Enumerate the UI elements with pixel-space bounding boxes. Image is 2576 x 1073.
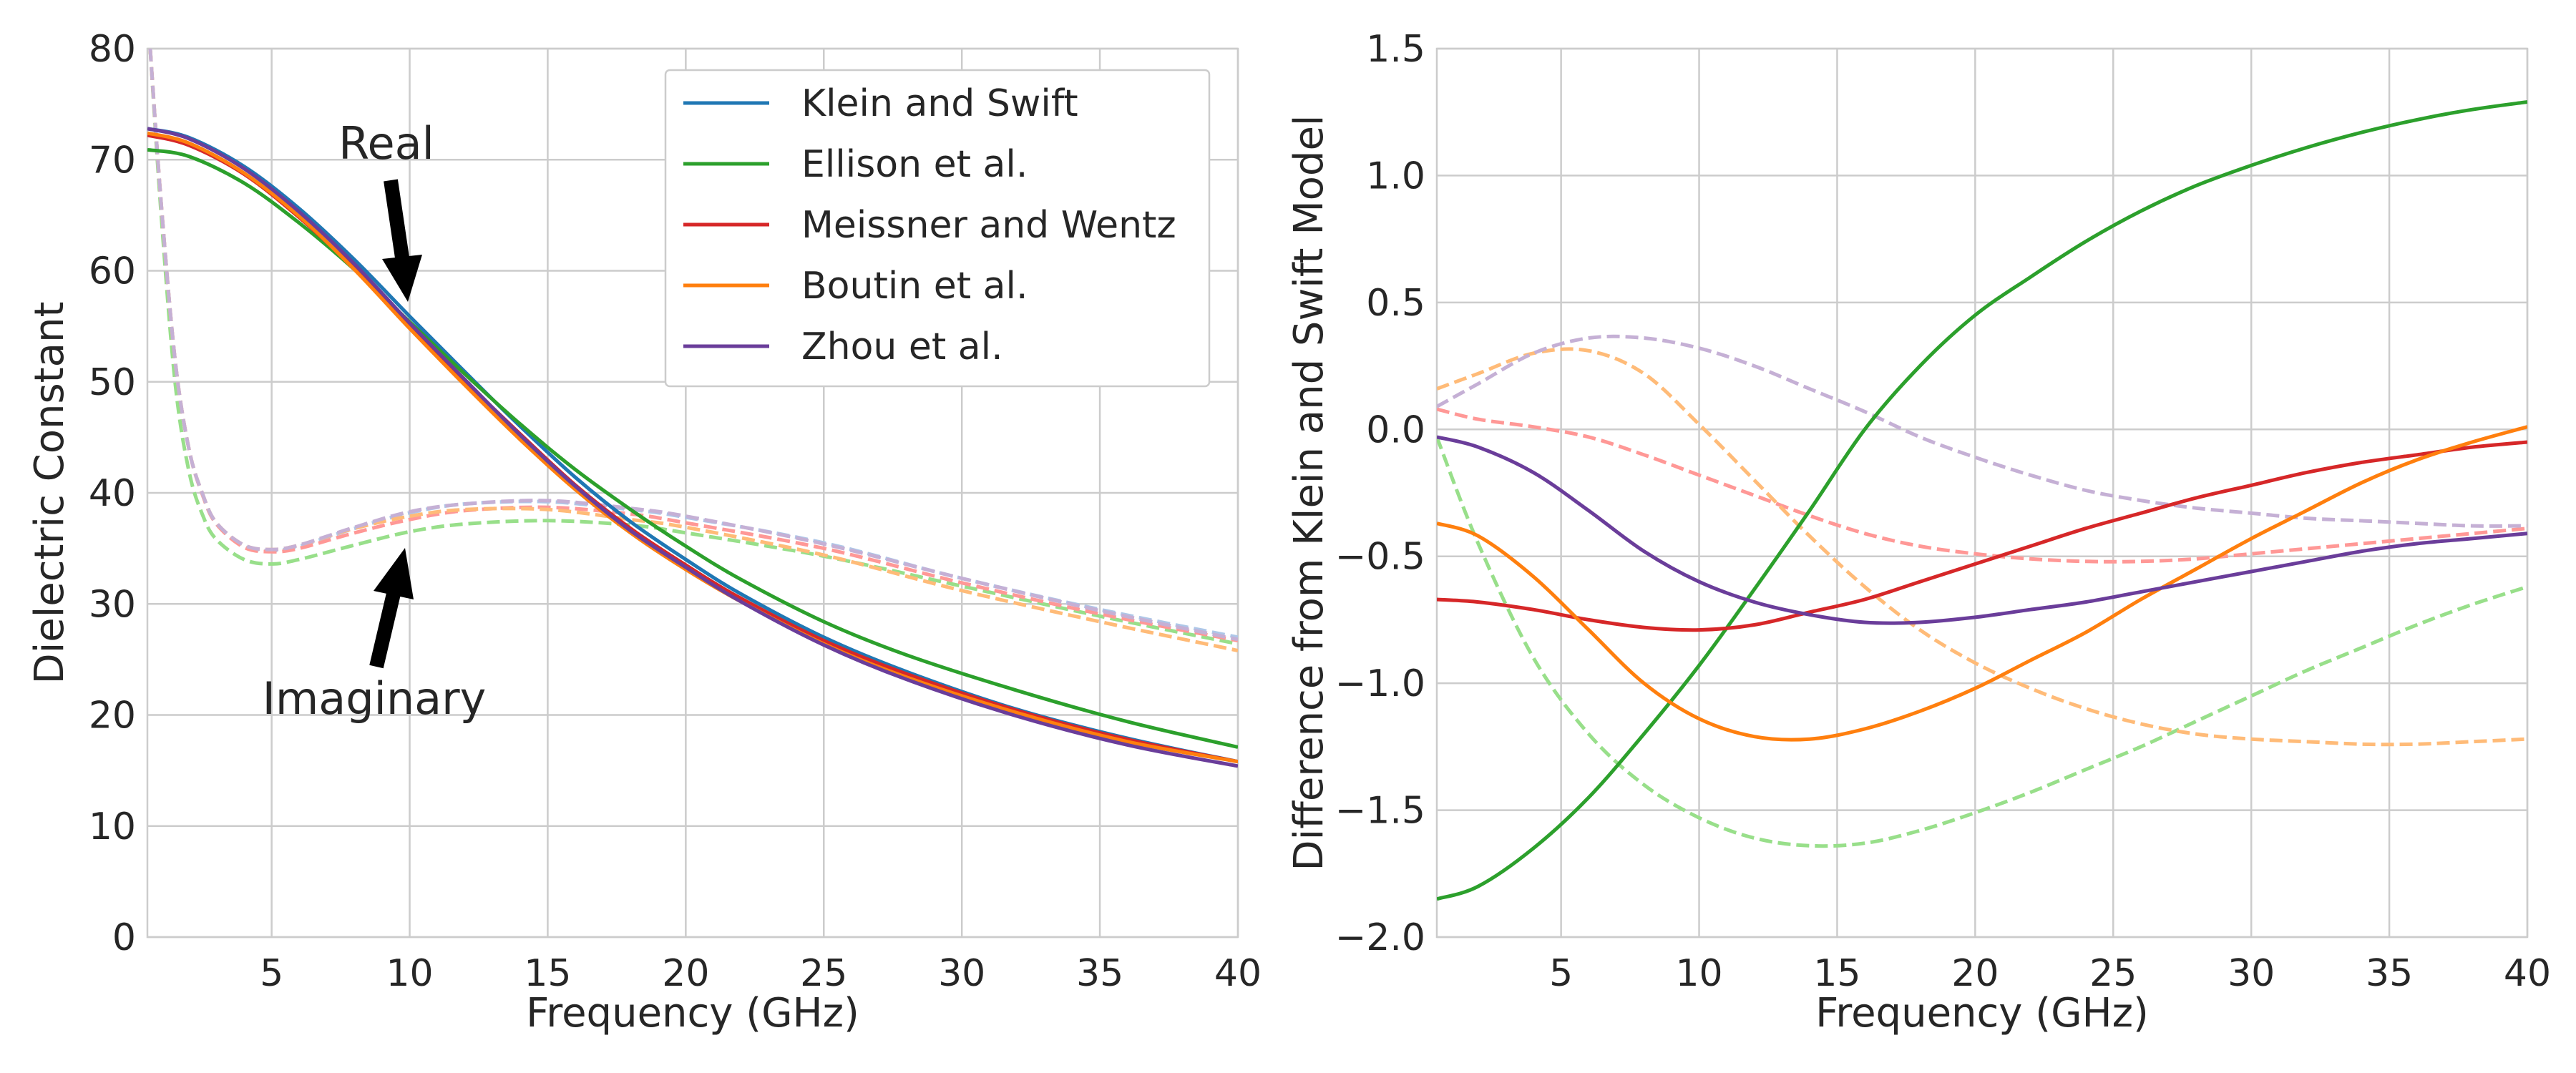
left-y-tick-label: 80 [89,28,136,71]
right-x-tick-labels: 5 10 15 20 25 30 35 40 [1549,952,2551,995]
right-series-boutin-et-al-real [1437,425,2527,742]
left-x-axis-label: Frequency (GHz) [526,990,859,1037]
left-x-tick-label: 5 [260,952,283,995]
left-x-tick-label: 35 [1076,952,1123,995]
svg-text:Meissner and Wentz: Meissner and Wentz [801,204,1176,247]
left-y-axis-label: Dielectric Constant [26,302,73,685]
right-series-meissner-and-wentz-real [1437,440,2527,632]
left-y-tick-label: 60 [89,250,136,293]
annotation-arrow-imaginary [369,548,414,669]
right-series-ellison-et-al-real [1437,100,2527,901]
annotation-imaginary: Imaginary [263,672,487,725]
legend-box [664,69,1211,388]
right-x-tick-label: 25 [2089,952,2137,995]
left-y-tick-labels: 0 10 20 30 40 50 60 70 80 [89,28,136,959]
legend-item-klein-and-swift: Klein and Swift [683,82,1078,125]
right-y-tick-label: −0.5 [1335,536,1425,579]
left-x-tick-label: 20 [662,952,709,995]
left-series-ellison-et-al-real [147,147,1238,749]
right-grid [1437,47,2529,939]
left-series-zhou-et-al-real [147,127,1238,768]
left-series-ellison-et-al-imaginary [148,49,1238,646]
right-y-tick-label: 0.5 [1366,282,1425,325]
legend-item-meissner-and-wentz: Meissner and Wentz [683,204,1176,247]
right-x-tick-label: 40 [2504,952,2551,995]
right-y-tick-label: 1.0 [1366,155,1425,197]
annotation-arrow-real [382,179,422,302]
right-series-boutin-et-al-imaginary [1437,347,2527,747]
left-series-boutin-et-al-real [147,131,1238,764]
left-series-boutin-et-al-imaginary [148,49,1238,652]
left-series-zhou-et-al-imaginary [148,49,1238,642]
right-x-tick-label: 35 [2366,952,2413,995]
right-panel-difference: 5 10 15 20 25 30 35 40 −2.0 −1.5 −1.0 −0.5 0.0 0.5 1.… [1286,28,2551,1037]
left-y-tick-label: 70 [89,139,136,182]
left-y-tick-label: 50 [89,361,136,404]
right-series-zhou-et-al-real [1437,435,2527,625]
left-grid [147,47,1239,939]
right-x-tick-label: 10 [1675,952,1722,995]
left-y-tick-label: 30 [89,583,136,626]
right-x-tick-label: 5 [1549,952,1573,995]
right-y-axis-label: Difference from Klein and Swift Model [1286,115,1332,871]
svg-text:Boutin et al.: Boutin et al. [801,265,1028,308]
right-series-ellison-et-al-imaginary [1437,436,2527,848]
right-y-tick-labels: −2.0 −1.5 −1.0 −0.5 0.0 0.5 1.0 1.5 [1335,28,1425,959]
left-x-tick-labels: 5 10 15 20 25 30 35 40 [260,952,1262,995]
right-x-axis-label: Frequency (GHz) [1815,990,2149,1037]
left-series-group [147,49,1238,768]
right-series-zhou-et-al-imaginary [1437,334,2527,528]
svg-text:Ellison et al.: Ellison et al. [801,143,1028,186]
right-x-tick-label: 20 [1951,952,1999,995]
svg-text:Zhou et al.: Zhou et al. [801,325,1003,368]
legend-item-boutin: Boutin et al. [683,265,1028,308]
right-plot-area [1435,47,2529,939]
left-y-tick-label: 20 [89,695,136,738]
left-x-tick-label: 25 [800,952,847,995]
right-y-tick-label: −1.0 [1335,662,1425,705]
left-y-tick-label: 0 [112,916,136,959]
right-series-group [1437,100,2527,901]
left-y-tick-label: 40 [89,472,136,515]
right-y-tick-label: −2.0 [1335,916,1425,959]
svg-text:Klein and Swift: Klein and Swift [801,82,1078,125]
annotation-real: Real [338,117,434,170]
legend: Klein and Swift Ellison et al. Meissner … [664,69,1211,388]
left-x-tick-label: 40 [1214,952,1262,995]
right-series-meissner-and-wentz-imaginary [1437,407,2527,564]
legend-item-zhou: Zhou et al. [683,325,1003,368]
right-x-tick-label: 30 [2228,952,2275,995]
right-x-tick-label: 15 [1813,952,1860,995]
right-y-tick-label: −1.5 [1335,790,1425,833]
right-y-tick-label: 0.0 [1366,408,1425,451]
left-x-tick-label: 30 [938,952,985,995]
right-y-tick-label: 1.5 [1366,28,1425,71]
left-x-tick-label: 10 [386,952,433,995]
left-x-tick-label: 15 [524,952,571,995]
left-y-tick-label: 10 [89,805,136,848]
left-panel-dielectric-constant: 5 10 15 20 25 30 35 40 0 10 20 30 40 50 60 70 80 Freque… [26,28,1262,1037]
legend-item-ellison: Ellison et al. [683,143,1028,186]
left-series-meissner-and-wentz-imaginary [148,49,1238,642]
